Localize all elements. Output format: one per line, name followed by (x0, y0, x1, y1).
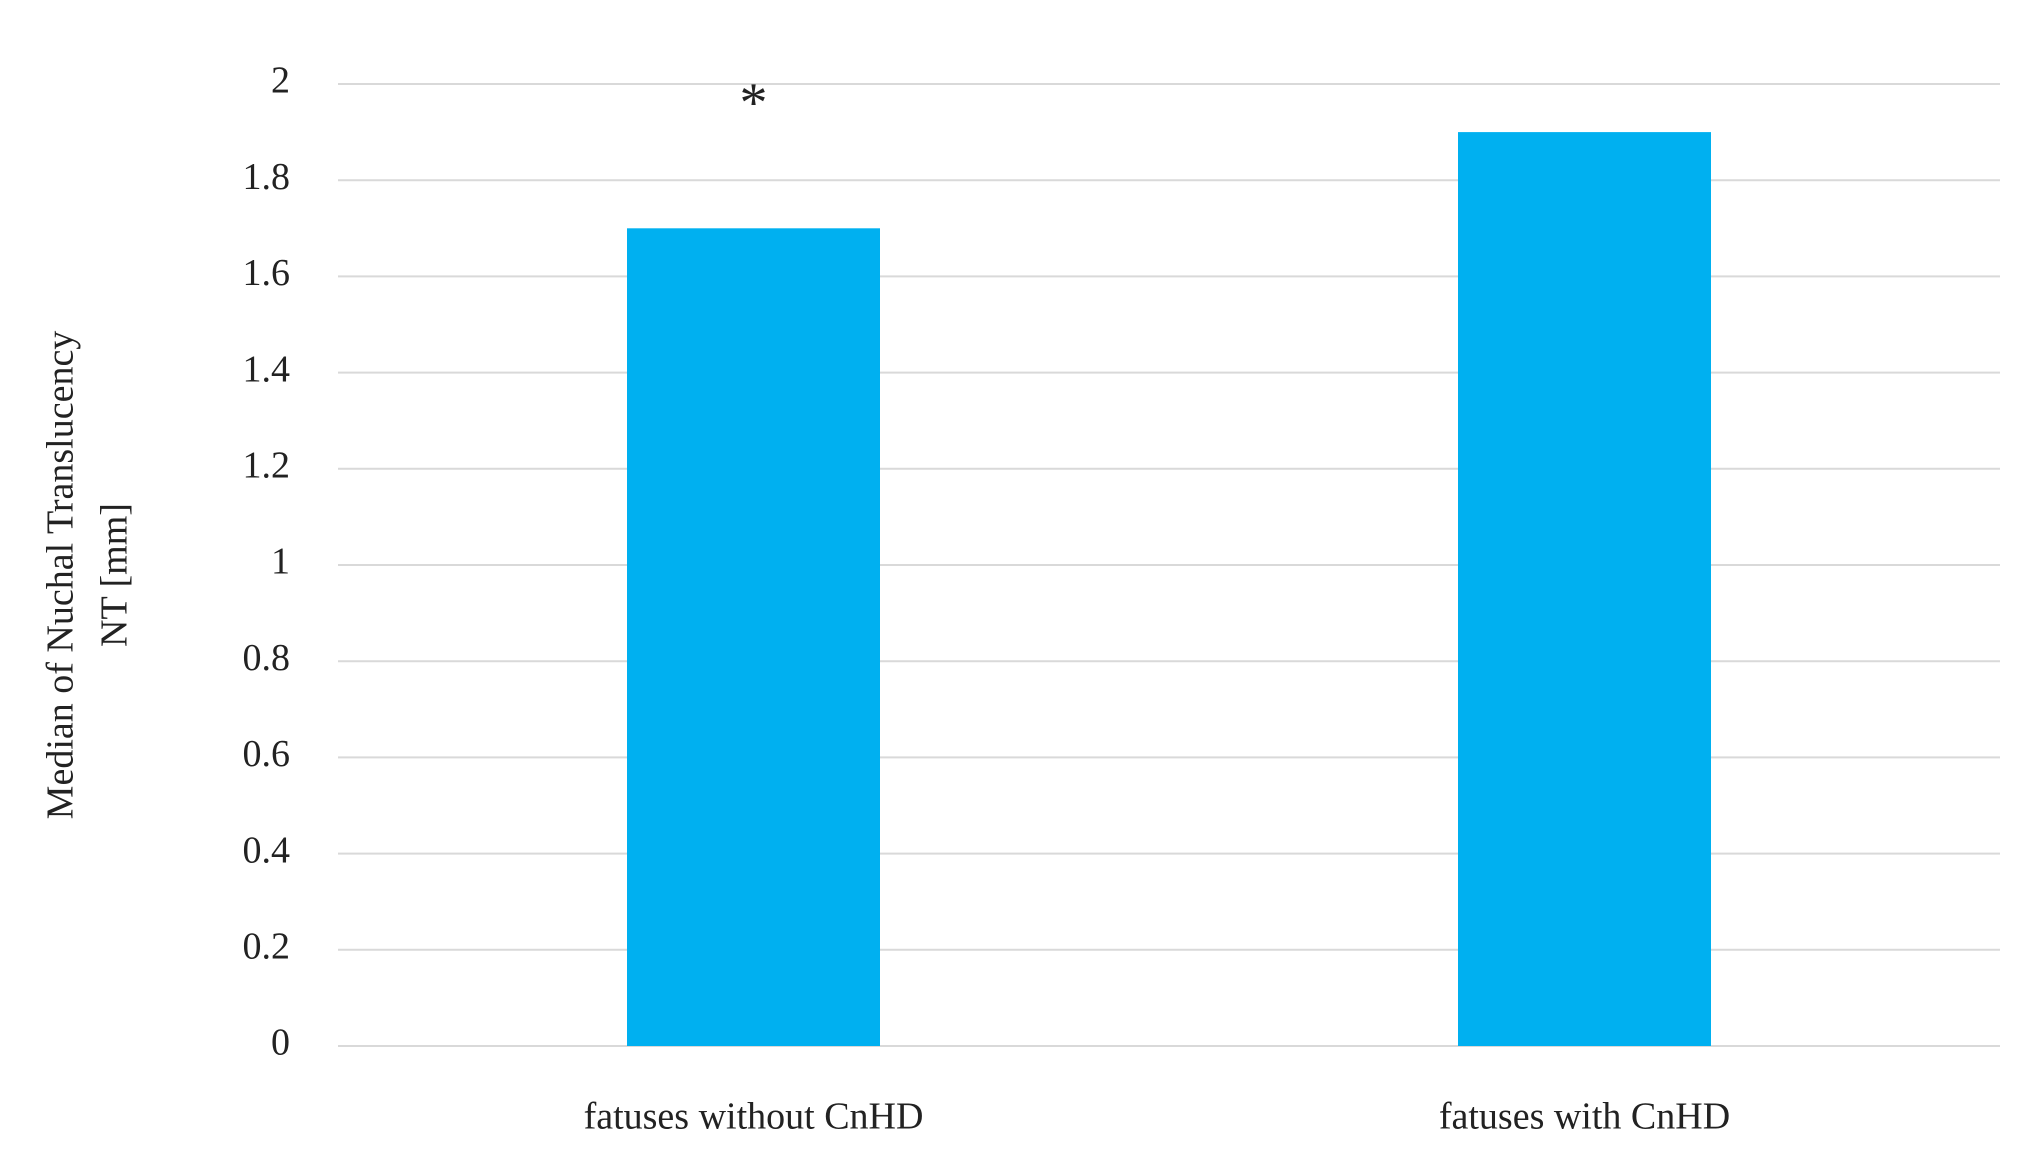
y-tick-label: 1 (271, 541, 290, 583)
y-tick-label: 2 (271, 60, 290, 102)
y-tick-label: 1.6 (243, 252, 291, 294)
x-tick-label: fatuses without CnHD (584, 1096, 924, 1138)
bar (1458, 132, 1711, 1047)
y-tick-label: 0.4 (243, 829, 291, 871)
y-tick-label: 0 (271, 1022, 290, 1064)
y-tick-label: 0.2 (243, 926, 291, 968)
y-axis-label: Median of Nuchal Translucency (40, 331, 82, 820)
y-tick-label: 1.4 (243, 348, 291, 390)
y-tick-label: 1.8 (243, 156, 291, 198)
annotation: * (740, 72, 768, 134)
y-tick-label: 0.6 (243, 733, 291, 775)
y-axis-label: NT [mm] (94, 503, 136, 647)
y-tick-label: 0.8 (243, 637, 291, 679)
x-tick-label: fatuses with CnHD (1439, 1096, 1730, 1138)
bar (627, 228, 880, 1047)
y-tick-label: 1.2 (243, 445, 291, 487)
